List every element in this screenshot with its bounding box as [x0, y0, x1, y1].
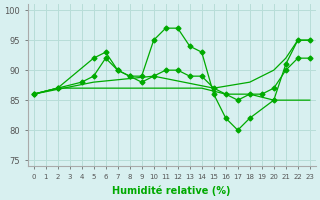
X-axis label: Humidité relative (%): Humidité relative (%)	[112, 185, 231, 196]
